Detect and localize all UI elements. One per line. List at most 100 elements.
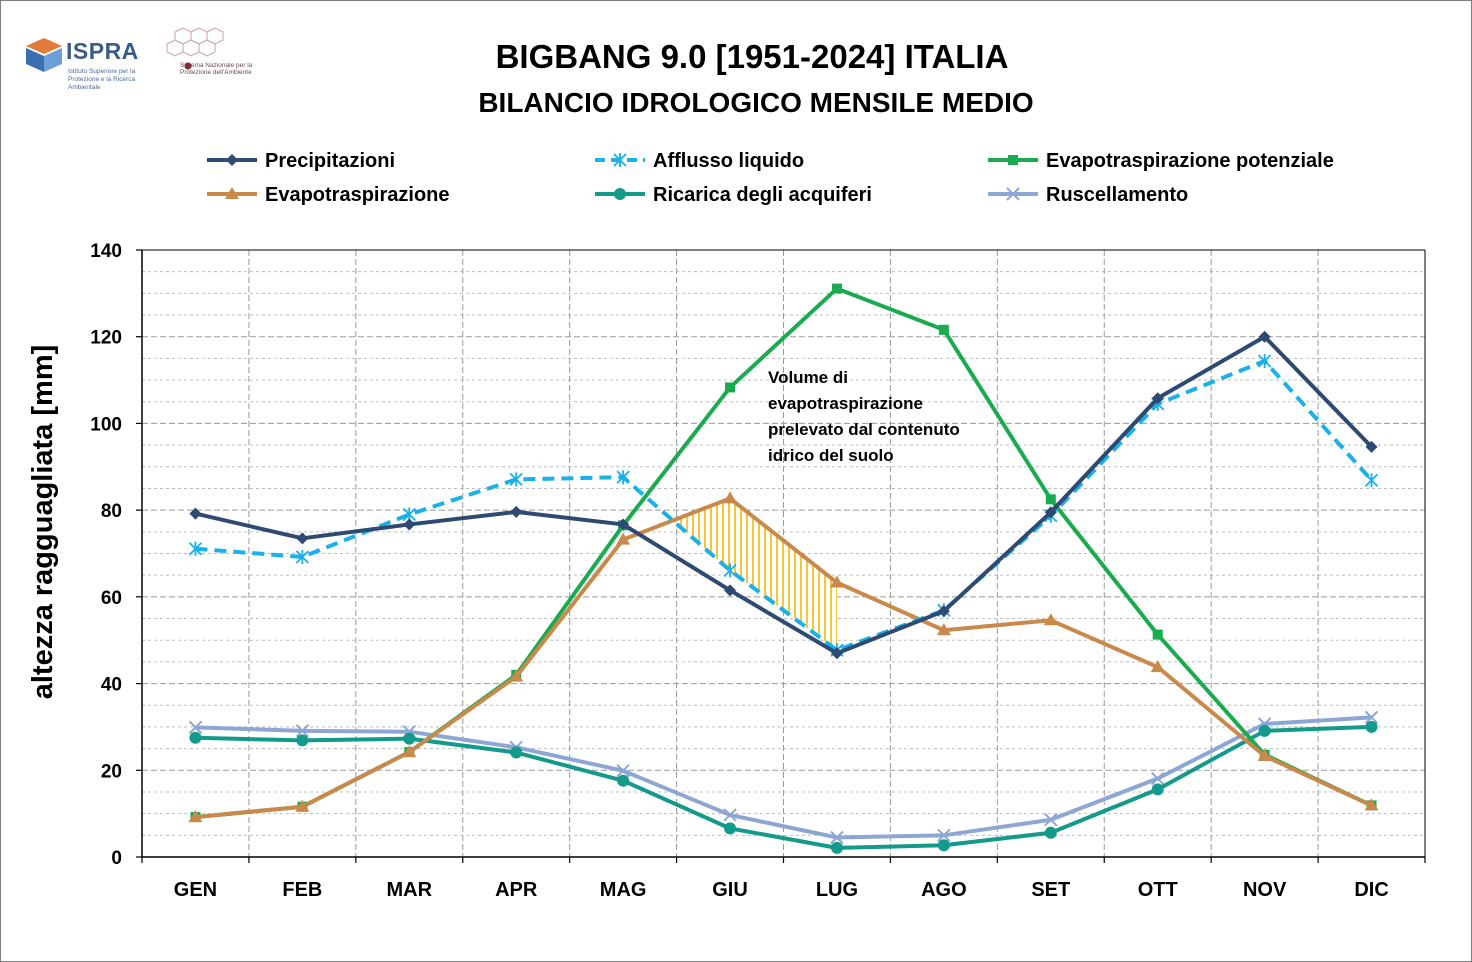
- legend-item-afflusso: Afflusso liquido: [595, 150, 804, 172]
- axes: 0 20 40 60 80 100 120 140 GEN FEB MAR APR MAG GIU LUG A…: [90, 241, 1426, 901]
- annotation-line: evapotraspirazione: [768, 394, 923, 413]
- data-point-et: [936, 623, 951, 636]
- data-point-precipitazioni: [1151, 392, 1164, 405]
- ispra-logo-subtitle: Istituto Superiore per la Protezione e l…: [68, 68, 136, 91]
- x-tick-label: MAR: [387, 879, 433, 901]
- y-tick-label: 0: [111, 848, 122, 869]
- series-line-ricarica: [195, 724, 1372, 850]
- data-point-etp: [1152, 629, 1163, 640]
- series-line-ruscellamento: [195, 715, 1372, 840]
- x-tick-label: DIC: [1354, 879, 1388, 901]
- data-point-etp: [938, 324, 949, 335]
- data-point-et: [509, 669, 524, 682]
- legend-label: Ruscellamento: [1046, 184, 1188, 206]
- x-tick-label: NOV: [1243, 879, 1287, 901]
- legend-swatch-marker: [614, 188, 626, 200]
- data-point-ricarica: [617, 774, 630, 787]
- x-tick-label: FEB: [282, 879, 322, 901]
- data-point-ricarica: [830, 841, 843, 854]
- series-ruscellamento: [188, 710, 1379, 845]
- chart-title: BIGBANG 9.0 [1951-2024] ITALIA: [496, 38, 1009, 75]
- y-tick-label: 80: [101, 501, 122, 522]
- data-point-afflusso: [723, 563, 737, 578]
- legend: Precipitazioni Afflusso liquido Evapotrasp…: [207, 150, 1334, 206]
- hatch-polygon: [672, 498, 837, 651]
- data-point-et: [295, 799, 310, 812]
- legend-label: Evapotraspirazione potenziale: [1046, 150, 1334, 172]
- data-point-et: [1043, 613, 1058, 626]
- data-point-precipitazioni: [1365, 440, 1378, 453]
- data-point-afflusso: [188, 541, 203, 556]
- data-point-ricarica: [724, 822, 737, 835]
- data-point-precipitazioni: [1044, 506, 1057, 519]
- series-line-et: [195, 496, 1373, 820]
- series-et: [188, 491, 1379, 823]
- legend-swatch-marker: [613, 153, 627, 167]
- data-point-et: [188, 810, 203, 823]
- series-layer: [188, 283, 1379, 854]
- x-tick-label: LUG: [816, 879, 858, 901]
- data-point-precipitazioni: [724, 584, 737, 597]
- data-point-precipitazioni: [617, 518, 630, 531]
- data-point-et: [402, 745, 417, 758]
- data-point-precipitazioni: [189, 507, 202, 520]
- ispra-logo-name: ISPRA: [66, 38, 139, 64]
- data-point-ruscellamento: [830, 830, 844, 845]
- data-point-afflusso: [295, 549, 310, 564]
- x-tick-label: AGO: [921, 879, 967, 901]
- soil-water-hatch-area: [672, 498, 837, 651]
- annotation-line: prelevato dal contenuto: [768, 420, 960, 439]
- data-point-ruscellamento: [616, 764, 630, 778]
- data-point-ruscellamento: [937, 828, 951, 843]
- series-line-afflusso: [195, 358, 1374, 653]
- legend-label: Ricarica degli acquiferi: [653, 184, 872, 206]
- data-point-ruscellamento: [188, 720, 203, 735]
- legend-swatch-marker: [1006, 187, 1020, 201]
- snpa-logo-subtitle: Sistema Nazionale per la Protezione dell…: [180, 62, 253, 76]
- data-point-ricarica: [189, 731, 202, 744]
- data-point-ricarica: [937, 839, 950, 852]
- y-tick-label: 60: [101, 588, 122, 609]
- annotation-line: Volume di: [768, 368, 848, 387]
- annotation-line: idrico del suolo: [768, 446, 894, 465]
- data-point-precipitazioni: [1258, 330, 1271, 343]
- x-tick-label: APR: [495, 879, 538, 901]
- ispra-logo-icon: [26, 38, 62, 72]
- annotation: Volume di evapotraspirazione prelevato dal…: [768, 368, 960, 465]
- legend-swatch-marker: [225, 187, 239, 199]
- y-tick-label: 20: [101, 761, 122, 782]
- data-point-afflusso: [616, 470, 630, 485]
- data-point-precipitazioni: [403, 518, 416, 531]
- x-tick-label: GIU: [712, 879, 748, 901]
- x-tick-label: SET: [1031, 879, 1070, 901]
- data-point-ruscellamento: [295, 724, 310, 738]
- legend-item-ricarica: Ricarica degli acquiferi: [595, 184, 872, 206]
- y-axis-label: altezza ragguagliata [mm]: [27, 345, 59, 700]
- data-point-etp: [831, 283, 842, 294]
- legend-label: Evapotraspirazione: [265, 184, 450, 206]
- y-tick-label: 40: [101, 675, 122, 696]
- legend-swatch-marker: [1008, 155, 1018, 165]
- data-point-ricarica: [1151, 783, 1164, 796]
- data-point-et: [1257, 748, 1272, 761]
- data-point-ricarica: [510, 746, 523, 759]
- data-point-ricarica: [403, 732, 416, 745]
- x-tick-label: OTT: [1138, 879, 1178, 901]
- data-point-afflusso: [1257, 353, 1272, 368]
- data-point-et: [723, 491, 738, 504]
- legend-swatch-marker: [226, 154, 238, 166]
- legend-label: Precipitazioni: [265, 150, 395, 172]
- data-point-afflusso: [1364, 473, 1379, 488]
- data-point-ricarica: [1365, 720, 1378, 733]
- data-point-ruscellamento: [1151, 771, 1165, 786]
- chart-subtitle: BILANCIO IDROLOGICO MENSILE MEDIO: [478, 87, 1033, 118]
- y-tick-label: 100: [90, 414, 122, 435]
- legend-label: Afflusso liquido: [653, 150, 804, 172]
- data-point-precipitazioni: [830, 647, 843, 660]
- y-tick-label: 120: [90, 328, 122, 349]
- data-point-et: [829, 575, 844, 588]
- legend-item-ruscellamento: Ruscellamento: [988, 184, 1188, 206]
- legend-item-precipitazioni: Precipitazioni: [207, 150, 395, 172]
- y-tick-label: 140: [90, 241, 122, 262]
